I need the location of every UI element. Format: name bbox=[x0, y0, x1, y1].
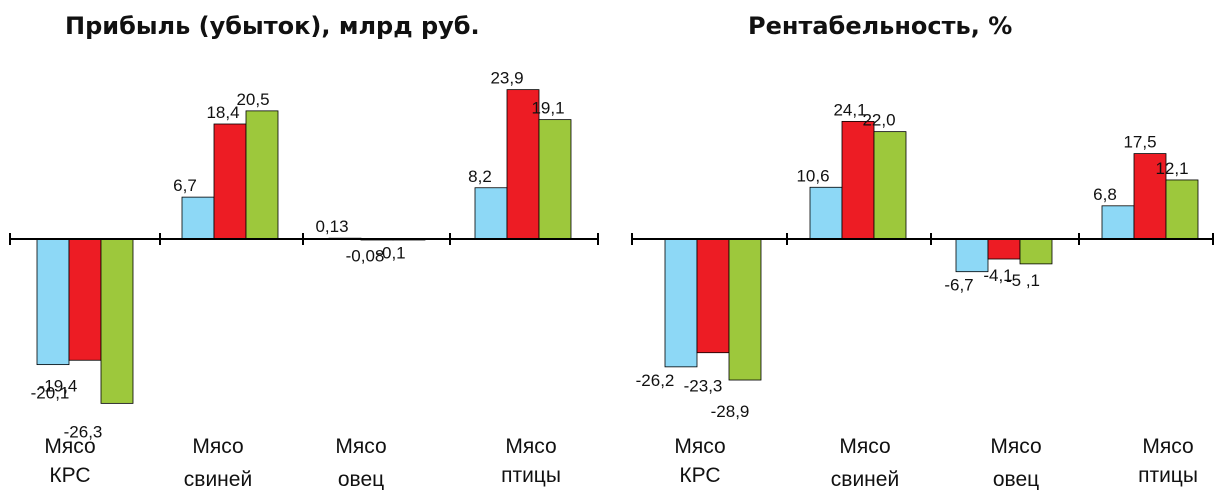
data-label-chart2-s2-c2: 24,1 bbox=[833, 100, 866, 119]
bar-chart2-s1-c4 bbox=[1101, 205, 1135, 240]
bar-chart2-s3-c2 bbox=[873, 131, 907, 240]
data-label-chart2-s1-c2: 10,6 bbox=[796, 166, 829, 185]
data-label-chart2-s3-c4: 12,1 bbox=[1155, 159, 1188, 178]
category-label-chart2-c2-line2: свиней bbox=[831, 468, 899, 490]
data-label-chart1-s1-c2: 6,7 bbox=[173, 176, 197, 195]
data-label-chart1-s1-c4: 8,2 bbox=[468, 167, 492, 186]
bar-chart1-s1-c4 bbox=[474, 187, 508, 240]
data-label-chart1-s2-c4: 23,9 bbox=[490, 69, 523, 88]
category-label-chart1-c2-line1: Мясо bbox=[192, 435, 243, 458]
bar-chart1-s3-c2 bbox=[245, 110, 279, 240]
bar-chart2-s2-c4 bbox=[1133, 153, 1167, 240]
bar-chart1-s1-c1 bbox=[36, 238, 70, 366]
bar-chart2-s1-c2 bbox=[809, 186, 843, 240]
bar-chart2-s1-c3 bbox=[955, 238, 989, 273]
bar-chart2-s2-c1 bbox=[696, 238, 730, 354]
data-label-chart1-s2-c2: 18,4 bbox=[206, 103, 239, 122]
data-label-chart2-s1-c3: -6,7 bbox=[944, 276, 973, 295]
data-label-chart2-s2-c1: -23,3 bbox=[684, 377, 723, 396]
category-label-chart1-c2-line2: свиней bbox=[184, 468, 252, 490]
data-label-chart2-s3-c1: -28,9 bbox=[711, 402, 750, 421]
bar-chart2-s3-c3 bbox=[1019, 238, 1053, 265]
data-label-chart1-s1-c3: 0,13 bbox=[315, 217, 348, 236]
category-label-chart2-c2-line1: Мясо bbox=[839, 435, 890, 458]
category-label-chart2-c1-line2: КРС bbox=[679, 464, 720, 487]
bar-chart1-s3-c4 bbox=[538, 119, 572, 240]
category-label-chart2-c1-line1: Мясо bbox=[674, 435, 725, 458]
chart-title-profit: Прибыль (убыток), млрд руб. bbox=[65, 12, 480, 40]
bar-chart2-s3-c1 bbox=[728, 238, 762, 381]
data-label-chart2-s1-c1: -26,2 bbox=[636, 371, 675, 390]
bar-chart1-s3-c1 bbox=[100, 238, 134, 404]
bar-chart2-s3-c4 bbox=[1165, 179, 1199, 240]
bar-chart1-s1-c2 bbox=[181, 196, 215, 240]
category-label-chart1-c1-line2: КРС bbox=[49, 464, 90, 487]
data-label-chart2-s2-c3: -4,1 bbox=[983, 266, 1012, 285]
category-label-chart1-c4-line1: Мясо bbox=[505, 435, 556, 458]
category-label-chart2-c3-line1: Мясо bbox=[990, 435, 1041, 458]
category-label-chart1-c1-line1: Мясо bbox=[44, 435, 95, 458]
data-label-chart1-s3-c2: 20,5 bbox=[236, 90, 269, 109]
data-label-chart1-s3-c4: 19,1 bbox=[531, 99, 564, 118]
data-label-chart1-s1-c1: -20,1 bbox=[31, 384, 70, 403]
data-label-chart1-s2-c1: -19,4 bbox=[39, 376, 78, 395]
category-label-chart2-c3-line2: овец bbox=[993, 468, 1039, 490]
chart-title-profitability: Рентабельность, % bbox=[748, 12, 1013, 40]
data-label-chart2-s2-c4: 17,5 bbox=[1123, 133, 1156, 152]
data-label-chart2-s3-c3: -5 ,1 bbox=[1006, 271, 1040, 290]
category-label-chart2-c4-line1: Мясо bbox=[1142, 435, 1193, 458]
category-label-chart1-c4-line2: птицы bbox=[501, 464, 561, 487]
data-label-chart1-s3-c1: -26,3 bbox=[64, 422, 103, 441]
bar-chart2-s2-c2 bbox=[841, 120, 875, 240]
bar-chart1-s2-c1 bbox=[68, 238, 102, 361]
data-label-chart2-s3-c2: 22,0 bbox=[862, 111, 895, 130]
data-label-chart1-s3-c3: -0,1 bbox=[376, 244, 405, 263]
bar-chart1-s2-c2 bbox=[213, 123, 247, 240]
category-label-chart1-c3-line2: овец bbox=[338, 468, 384, 490]
bar-chart2-s2-c3 bbox=[987, 238, 1021, 260]
category-label-chart1-c3-line1: Мясо bbox=[335, 435, 386, 458]
category-label-chart2-c4-line2: птицы bbox=[1138, 464, 1198, 487]
bar-chart2-s1-c1 bbox=[664, 238, 698, 368]
data-label-chart1-s2-c3: -0,08 bbox=[346, 247, 385, 266]
data-label-chart2-s1-c4: 6,8 bbox=[1093, 185, 1117, 204]
